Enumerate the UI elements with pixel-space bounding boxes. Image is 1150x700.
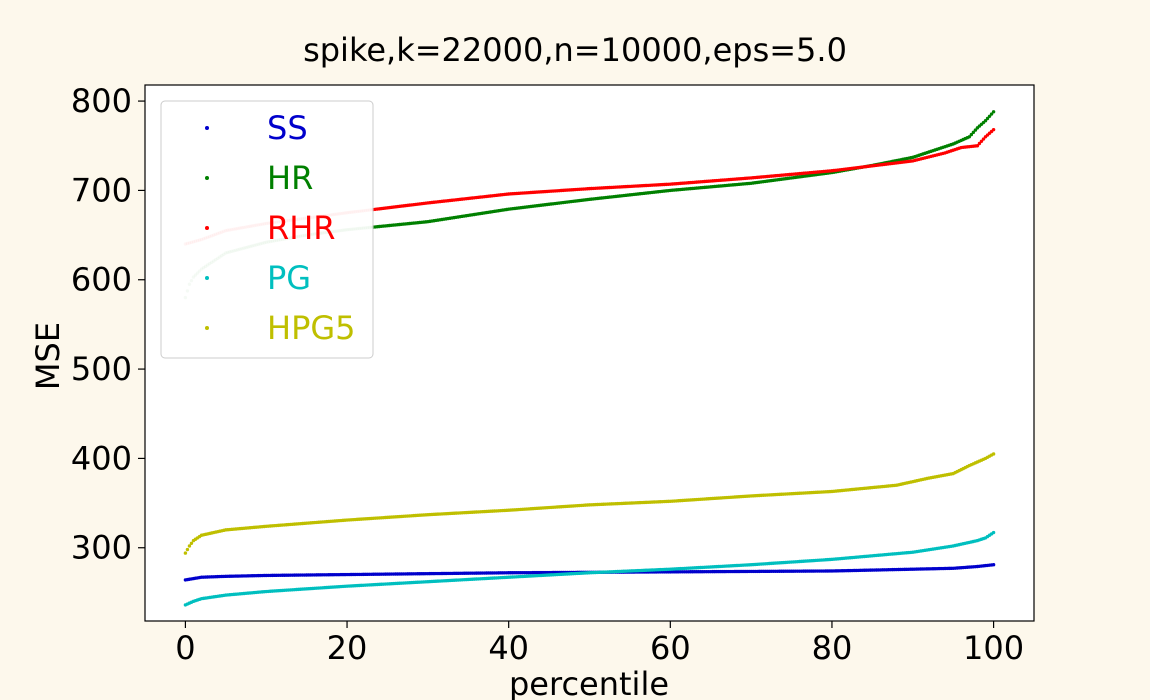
data-point: [991, 127, 996, 132]
y-tick-label: 300: [71, 529, 132, 567]
legend: SS HR RHR PG HPG5: [160, 100, 374, 359]
x-axis-label: percentile: [509, 665, 669, 700]
legend-label-ss: SS: [267, 109, 308, 147]
chart-title: spike,k=22000,n=10000,eps=5.0: [303, 31, 847, 69]
x-tick-label: 60: [650, 629, 691, 667]
data-point: [991, 563, 996, 567]
data-point: [987, 114, 992, 118]
y-tick-label: 500: [71, 350, 132, 388]
legend-marker-pg: [205, 276, 209, 280]
x-axis: 0 20 40 60 80 100: [175, 621, 1024, 667]
legend-label-pg: PG: [267, 259, 311, 297]
data-point: [981, 137, 986, 141]
data-point: [971, 130, 976, 135]
legend-label-rhr: RHR: [267, 209, 336, 247]
legend-marker-ss: [205, 126, 209, 130]
data-point: [969, 132, 974, 137]
data-point: [977, 141, 982, 146]
series-pg: [183, 530, 996, 607]
data-point: [979, 139, 984, 143]
legend-label-hpg5: HPG5: [267, 309, 356, 347]
legend-label-hr: HR: [267, 159, 313, 197]
data-point: [975, 144, 980, 148]
y-axis-label: MSE: [29, 322, 67, 390]
data-point: [989, 112, 994, 116]
data-point: [185, 547, 190, 552]
data-point: [967, 135, 972, 139]
y-tick-label: 400: [71, 439, 132, 477]
x-tick-label: 80: [812, 629, 853, 667]
series-hpg5: [183, 452, 996, 555]
series-ss: [183, 563, 996, 582]
data-point: [983, 119, 988, 123]
y-axis: 300 400 500 600 700 800: [71, 82, 145, 567]
y-tick-label: 700: [71, 171, 132, 209]
data-point: [991, 452, 996, 456]
data-point: [985, 116, 990, 121]
x-tick-label: 0: [175, 629, 195, 667]
data-point: [991, 110, 996, 114]
data-point: [187, 544, 192, 548]
x-tick-label: 100: [963, 629, 1024, 667]
legend-marker-hr: [205, 176, 209, 180]
legend-marker-rhr: [205, 226, 209, 230]
y-tick-label: 600: [71, 261, 132, 299]
data-point: [973, 128, 978, 132]
data-point: [183, 551, 188, 555]
x-tick-label: 40: [488, 629, 529, 667]
data-point: [991, 530, 996, 535]
legend-marker-hpg5: [205, 326, 209, 330]
data-point: [189, 541, 194, 545]
y-tick-label: 800: [71, 82, 132, 120]
legend-box: [160, 100, 374, 359]
x-tick-label: 20: [327, 629, 368, 667]
